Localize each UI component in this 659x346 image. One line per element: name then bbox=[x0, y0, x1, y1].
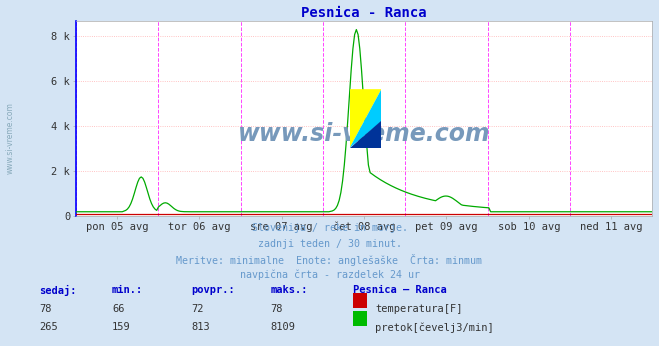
Text: Meritve: minimalne  Enote: anglešaške  Črta: minmum: Meritve: minimalne Enote: anglešaške Črt… bbox=[177, 254, 482, 266]
Text: Pesnica – Ranca: Pesnica – Ranca bbox=[353, 285, 446, 295]
Text: navpična črta - razdelek 24 ur: navpična črta - razdelek 24 ur bbox=[239, 270, 420, 280]
Text: min.:: min.: bbox=[112, 285, 143, 295]
Text: 813: 813 bbox=[191, 322, 210, 333]
Title: Pesnica - Ranca: Pesnica - Ranca bbox=[301, 6, 427, 20]
Polygon shape bbox=[350, 121, 382, 148]
Polygon shape bbox=[350, 89, 382, 148]
Text: Slovenija / reke in morje.: Slovenija / reke in morje. bbox=[252, 223, 407, 233]
Text: 78: 78 bbox=[40, 304, 52, 315]
Text: maks.:: maks.: bbox=[270, 285, 308, 295]
Text: temperatura[F]: temperatura[F] bbox=[375, 304, 463, 315]
Text: zadnji teden / 30 minut.: zadnji teden / 30 minut. bbox=[258, 239, 401, 249]
Text: 8109: 8109 bbox=[270, 322, 295, 333]
Text: povpr.:: povpr.: bbox=[191, 285, 235, 295]
Text: 78: 78 bbox=[270, 304, 283, 315]
Text: sedaj:: sedaj: bbox=[40, 285, 77, 297]
Text: 72: 72 bbox=[191, 304, 204, 315]
Text: 265: 265 bbox=[40, 322, 58, 333]
Text: pretok[čevelj3/min]: pretok[čevelj3/min] bbox=[375, 322, 494, 333]
Text: www.si-vreme.com: www.si-vreme.com bbox=[238, 122, 490, 146]
Text: www.si-vreme.com: www.si-vreme.com bbox=[5, 102, 14, 174]
Text: 159: 159 bbox=[112, 322, 130, 333]
Text: 66: 66 bbox=[112, 304, 125, 315]
Polygon shape bbox=[350, 89, 382, 148]
